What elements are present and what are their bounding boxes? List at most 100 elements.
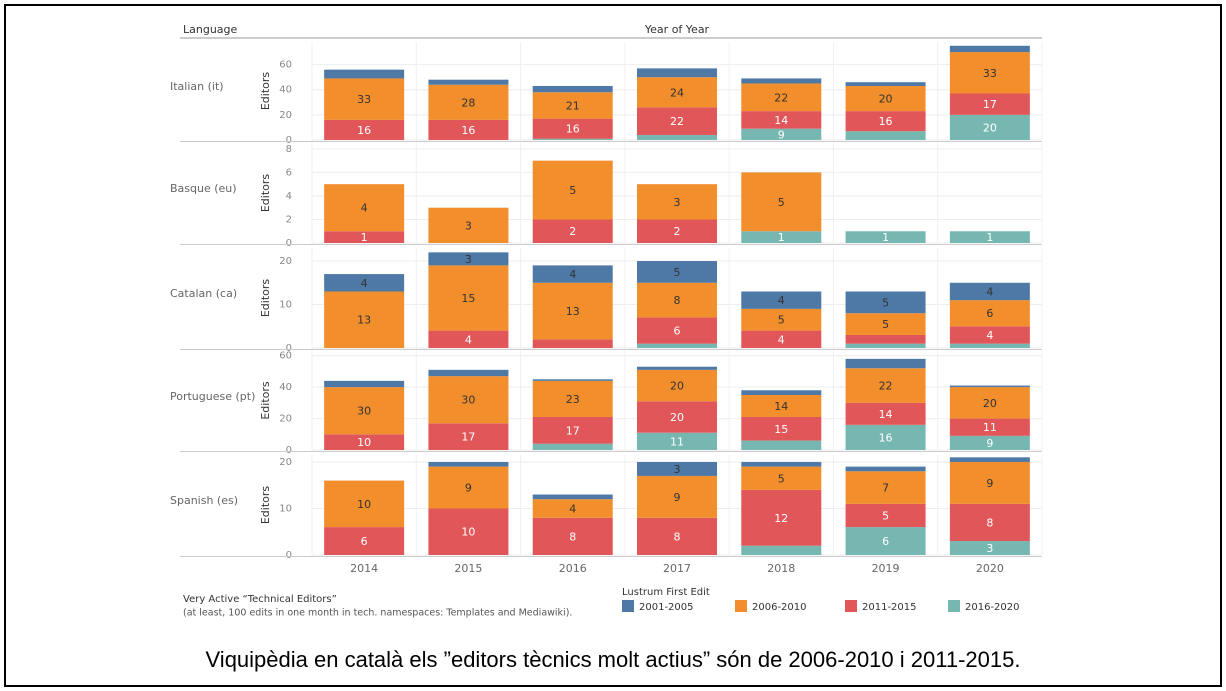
bar-segment — [949, 457, 1030, 462]
data-label: 20 — [670, 411, 684, 424]
bar-segment — [845, 131, 926, 140]
bar-segment — [949, 326, 1030, 344]
data-label: 6 — [986, 307, 993, 320]
bar-segment — [637, 184, 717, 220]
bar-segment — [949, 435, 1030, 450]
x-tick-label: 2019 — [872, 562, 900, 575]
bar-segment — [324, 527, 405, 555]
data-label: 6 — [674, 325, 681, 338]
bar-segment — [532, 219, 613, 243]
bar-segment — [637, 475, 717, 518]
data-label: 11 — [670, 435, 684, 448]
y-tick-label: 8 — [286, 144, 292, 155]
y-tick-label: 10 — [279, 503, 292, 514]
data-label: 9 — [465, 482, 472, 495]
bar-segment — [637, 343, 717, 348]
bar-segment — [532, 118, 613, 139]
bar-segment — [845, 424, 926, 450]
legend-swatch — [948, 600, 960, 612]
bar-segment — [324, 231, 405, 243]
data-label: 3 — [674, 196, 681, 209]
data-label: 20 — [983, 397, 997, 410]
bar-segment — [324, 387, 405, 435]
row-header: Language — [183, 23, 238, 36]
bar-segment — [845, 343, 926, 348]
bar-segment — [845, 503, 926, 528]
data-label: 24 — [670, 86, 684, 99]
panel-label: Catalan (ca) — [170, 287, 238, 300]
bar-segment — [532, 160, 613, 220]
data-label: 8 — [674, 294, 681, 307]
bar-segment — [741, 83, 822, 112]
chart-title: Year of Year — [644, 23, 710, 36]
data-label: 6 — [361, 535, 368, 548]
bar-segment — [741, 489, 822, 546]
data-label: 1 — [882, 231, 889, 244]
bar-segment — [741, 128, 822, 140]
y-tick-label: 4 — [286, 191, 292, 202]
bar-segment — [637, 317, 717, 344]
data-label: 16 — [879, 431, 893, 444]
bar-segment — [637, 68, 717, 78]
bar-segment — [845, 466, 926, 472]
bar-segment — [949, 418, 1030, 436]
bar-segment — [845, 111, 926, 132]
data-label: 22 — [879, 380, 893, 393]
data-label: 16 — [357, 124, 371, 137]
y-tick-label: 0 — [286, 135, 292, 146]
bar-segment — [637, 134, 717, 140]
data-label: 2 — [674, 225, 681, 238]
x-tick-label: 2020 — [976, 562, 1004, 575]
bar-segment — [845, 402, 926, 425]
data-label: 9 — [986, 477, 993, 490]
data-label: 16 — [879, 115, 893, 128]
slide-frame — [4, 4, 1222, 687]
y-tick-label: 0 — [286, 550, 292, 561]
data-label: 22 — [670, 115, 684, 128]
bar-segment — [741, 545, 822, 555]
bar-segment — [637, 219, 717, 243]
y-axis-label: Editors — [259, 174, 272, 213]
caption: Viquipèdia en català els ”editors tècnic… — [206, 647, 1021, 672]
bar-segment — [532, 494, 613, 500]
data-label: 1 — [986, 231, 993, 244]
bar-segment — [324, 69, 405, 79]
bar-segment — [949, 114, 1030, 140]
bar-segment — [637, 282, 717, 318]
y-tick-label: 20 — [279, 256, 292, 267]
data-label: 23 — [566, 393, 580, 406]
bar-segment — [845, 231, 926, 243]
data-label: 4 — [361, 202, 368, 215]
bar-segment — [428, 79, 509, 85]
data-label: 6 — [882, 535, 889, 548]
bar-segment — [845, 334, 926, 344]
legend-label: 2016-2020 — [965, 602, 1020, 613]
bar-segment — [741, 291, 822, 309]
bar-segment — [637, 261, 717, 283]
y-axis-label: Editors — [259, 72, 272, 111]
bar-segment — [532, 282, 613, 340]
bar-segment — [949, 282, 1030, 301]
data-label: 4 — [778, 333, 785, 346]
y-tick-label: 40 — [279, 85, 292, 96]
data-label: 3 — [465, 253, 472, 266]
y-axis-label: Editors — [259, 381, 272, 420]
x-tick-label: 2015 — [454, 562, 482, 575]
data-label: 30 — [461, 394, 475, 407]
data-label: 20 — [879, 93, 893, 106]
bar-segment — [637, 517, 717, 555]
bar-segment — [532, 517, 613, 555]
bar-segment — [637, 77, 717, 108]
bar-segment — [741, 466, 822, 490]
data-label: 5 — [882, 318, 889, 331]
bar-segment — [845, 527, 926, 555]
data-label: 4 — [986, 329, 993, 342]
bar-segment — [532, 339, 613, 348]
bar-segment — [428, 376, 509, 424]
bar-segment — [949, 541, 1030, 555]
x-tick-label: 2014 — [350, 562, 378, 575]
bar-segment — [741, 172, 822, 232]
y-axis-label: Editors — [259, 279, 272, 318]
data-label: 8 — [569, 530, 576, 543]
bar-segment — [324, 274, 405, 292]
